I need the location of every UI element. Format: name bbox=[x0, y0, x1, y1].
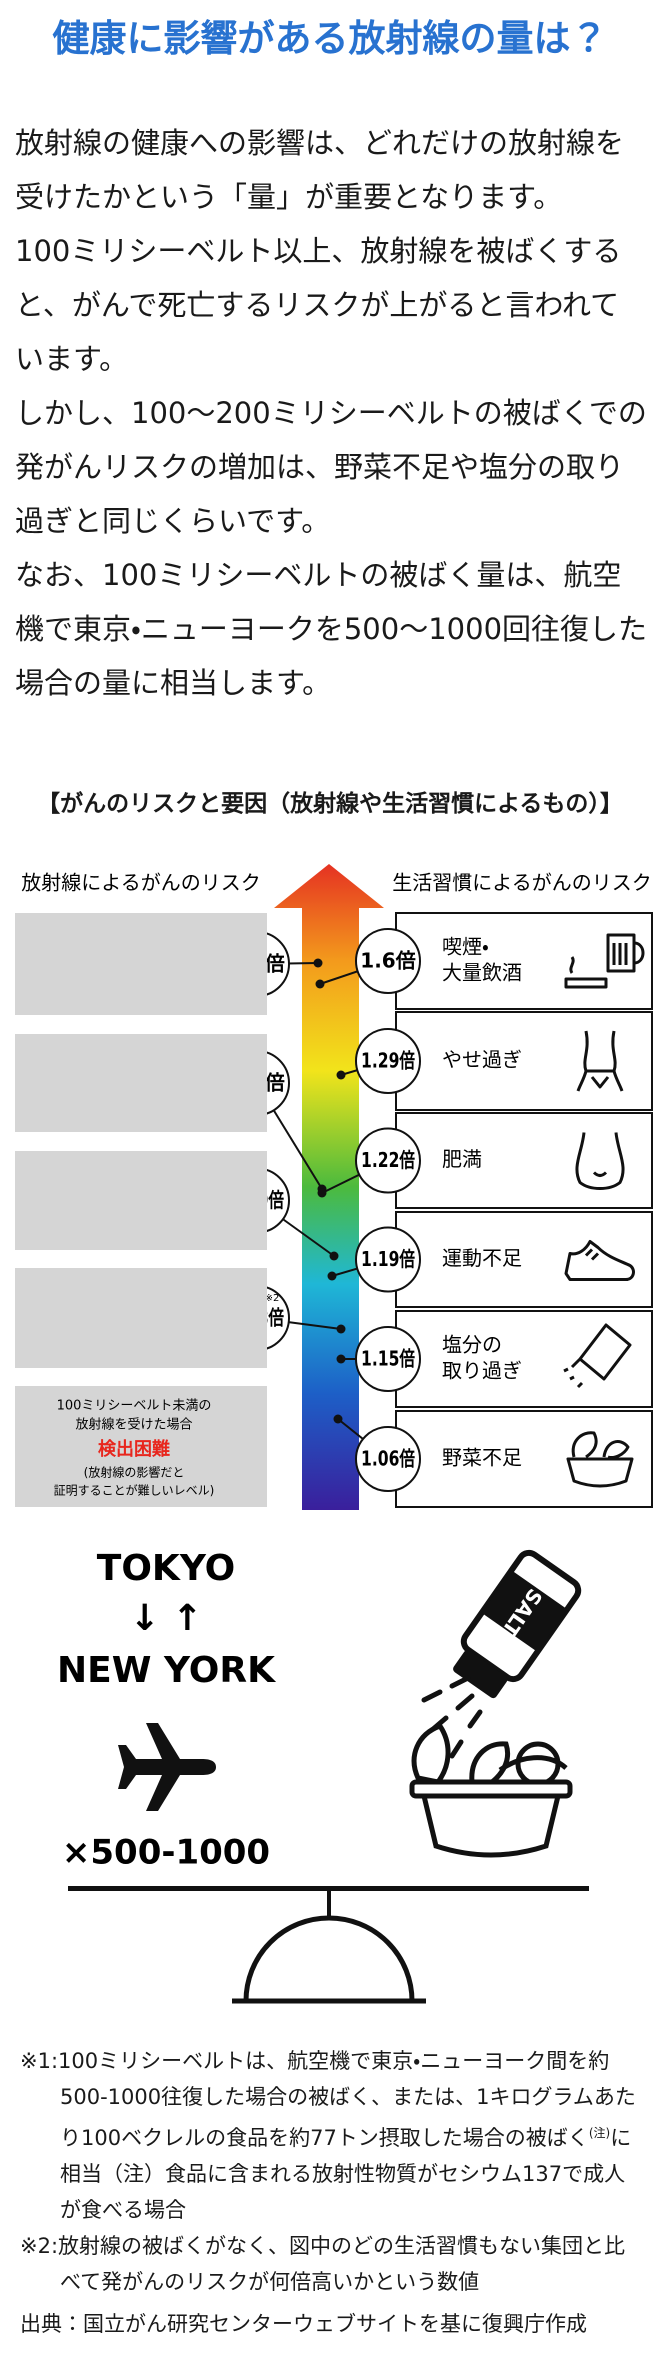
right-header: 生活習慣によるがんのリスク bbox=[392, 871, 651, 895]
lifestyle-box bbox=[395, 1112, 653, 1209]
below-100-text: 放射線を受けた場合 bbox=[75, 1417, 192, 1433]
left-header: 放射線によるがんのリスク bbox=[21, 871, 260, 895]
paragraph: なお、100ミリシーベルトの被ばく量は、航空機で東京・ニューヨークを500〜10… bbox=[15, 558, 648, 700]
lifestyle-label: やせ過ぎ bbox=[442, 1048, 522, 1072]
connector-dot bbox=[336, 1070, 346, 1080]
intro: 放射線の健康への影響は、どれだけの放射線を受けたかという「量」が重要となります。… bbox=[15, 116, 647, 710]
paragraph: 100ミリシーベルト以上、放射線を被ばくすると、がんで死亡するリスクが上がると言… bbox=[15, 234, 622, 376]
lifestyle-icon bbox=[566, 1431, 634, 1488]
ratio-circle bbox=[355, 1426, 421, 1492]
fulcrum bbox=[243, 1915, 415, 2002]
note-text: に相当（注）食品に含まれる放射性物質がセシウム137で成人が食べる場合 bbox=[60, 2126, 632, 2222]
ratio-circle bbox=[355, 1226, 421, 1293]
lifestyle-icon bbox=[564, 1240, 635, 1281]
salt-bottle bbox=[453, 1549, 582, 1699]
ratio-label: 1.6倍 bbox=[360, 949, 415, 973]
lifestyle-icon bbox=[563, 1323, 632, 1389]
lifestyle-label: 運動不足 bbox=[442, 1246, 522, 1270]
lifestyle-box bbox=[395, 1211, 653, 1308]
lifestyle-label: 肥満 bbox=[442, 1147, 482, 1171]
lifestyle-label: 取り過ぎ bbox=[442, 1359, 522, 1383]
risk-arrow bbox=[274, 864, 384, 1510]
connector-dot bbox=[327, 1271, 337, 1281]
round-trip-arrows: ↓ ↑ bbox=[130, 1598, 203, 1639]
note-text: 100ミリシーベルトは、航空機で東京・ニューヨーク間を約500-1000往復した… bbox=[58, 2049, 636, 2150]
risk-figure: 放射線によるがんのリスク生活習慣によるがんのリスク1000-2000msvミリシ… bbox=[15, 864, 653, 1510]
trip-count: ×500-1000 bbox=[62, 1833, 270, 1873]
footnote: ※1:100ミリシーベルトは、航空機で東京・ニューヨーク間を約500-1000往… bbox=[20, 2043, 645, 2228]
paragraph: しかし、100〜200ミリシーベルトの被ばくでの発がんリスクの増加は、野菜不足や… bbox=[15, 396, 647, 538]
lifestyle-label: 喫煙・ bbox=[442, 935, 489, 959]
note-mark: ※1: bbox=[20, 2049, 59, 2073]
connector-dot bbox=[313, 958, 323, 968]
note-text: 放射線の被ばくがなく、図中のどの生活習慣もない集団と比べて発がんのリスクが何倍高… bbox=[58, 2234, 626, 2294]
ratio-label: 1.19倍 bbox=[361, 1247, 415, 1271]
ratio-circle bbox=[355, 1028, 421, 1094]
note-mark: ※2: bbox=[20, 2234, 59, 2258]
dose-box bbox=[15, 1151, 267, 1250]
lifestyle-label: 大量飲酒 bbox=[442, 961, 522, 985]
ratio-circle bbox=[355, 928, 421, 994]
footnote: ※2:放射線の被ばくがなく、図中のどの生活習慣もない集団と比べて発がんのリスクが… bbox=[20, 2228, 645, 2300]
salad-bowl bbox=[409, 1722, 573, 1858]
ratio-label: 1.29倍 bbox=[361, 1049, 415, 1073]
ratio-circle bbox=[355, 1326, 421, 1392]
ratio-label: 1.06倍 bbox=[361, 1447, 415, 1471]
below-100-text: 証明することが難しいレベル) bbox=[54, 1483, 215, 1498]
seesaw-bar bbox=[68, 1886, 589, 1891]
paragraph: 放射線の健康への影響は、どれだけの放射線を受けたかという「量」が重要となります。 bbox=[15, 126, 625, 214]
lifestyle-box bbox=[395, 1310, 653, 1408]
dose-box bbox=[15, 1386, 267, 1507]
connector-dot bbox=[315, 979, 325, 989]
lifestyle-label: 野菜不足 bbox=[442, 1446, 522, 1470]
city-label: NEW YORK bbox=[57, 1650, 276, 1691]
dose-box bbox=[15, 913, 267, 1015]
lifestyle-icon bbox=[575, 1132, 625, 1190]
connector-dot bbox=[336, 1324, 346, 1334]
title: 健康に影響がある放射線の量は？ bbox=[52, 17, 608, 60]
lifestyle-icon bbox=[564, 933, 645, 989]
ratio-label: 1.22倍 bbox=[361, 1148, 415, 1172]
note-sup: (注) bbox=[588, 2126, 611, 2140]
dose-box bbox=[15, 1034, 267, 1132]
figure-heading: 【がんのリスクと要因（放射線や生活習慣によるもの）】 bbox=[37, 791, 623, 817]
below-100-result: 検出困難 bbox=[98, 1438, 170, 1460]
connector-dot bbox=[329, 1251, 339, 1261]
ratio-note: ※2 bbox=[265, 1293, 280, 1304]
dose-box bbox=[15, 1268, 267, 1368]
ratio-circle bbox=[355, 1127, 421, 1194]
city-label: TOKYO bbox=[97, 1548, 235, 1589]
source: 出典：国立がん研究センターウェブサイトを基に復興庁作成 bbox=[20, 2312, 587, 2336]
ratio-label: 1.15倍 bbox=[361, 1347, 415, 1371]
connector-dot bbox=[333, 1414, 343, 1424]
footnotes: ※1:100ミリシーベルトは、航空機で東京・ニューヨーク間を約500-1000往… bbox=[20, 2043, 645, 2300]
connector-dot bbox=[317, 1188, 327, 1198]
connector-dot bbox=[336, 1354, 346, 1364]
lifestyle-label: 塩分の bbox=[442, 1333, 502, 1357]
lifestyle-box bbox=[395, 1011, 653, 1111]
airplane-icon bbox=[118, 1723, 216, 1811]
below-100-text: 100ミリシーベルト未満の bbox=[57, 1399, 212, 1414]
lifestyle-icon bbox=[576, 1030, 624, 1092]
below-100-text: (放射線の影響だと bbox=[84, 1465, 185, 1480]
